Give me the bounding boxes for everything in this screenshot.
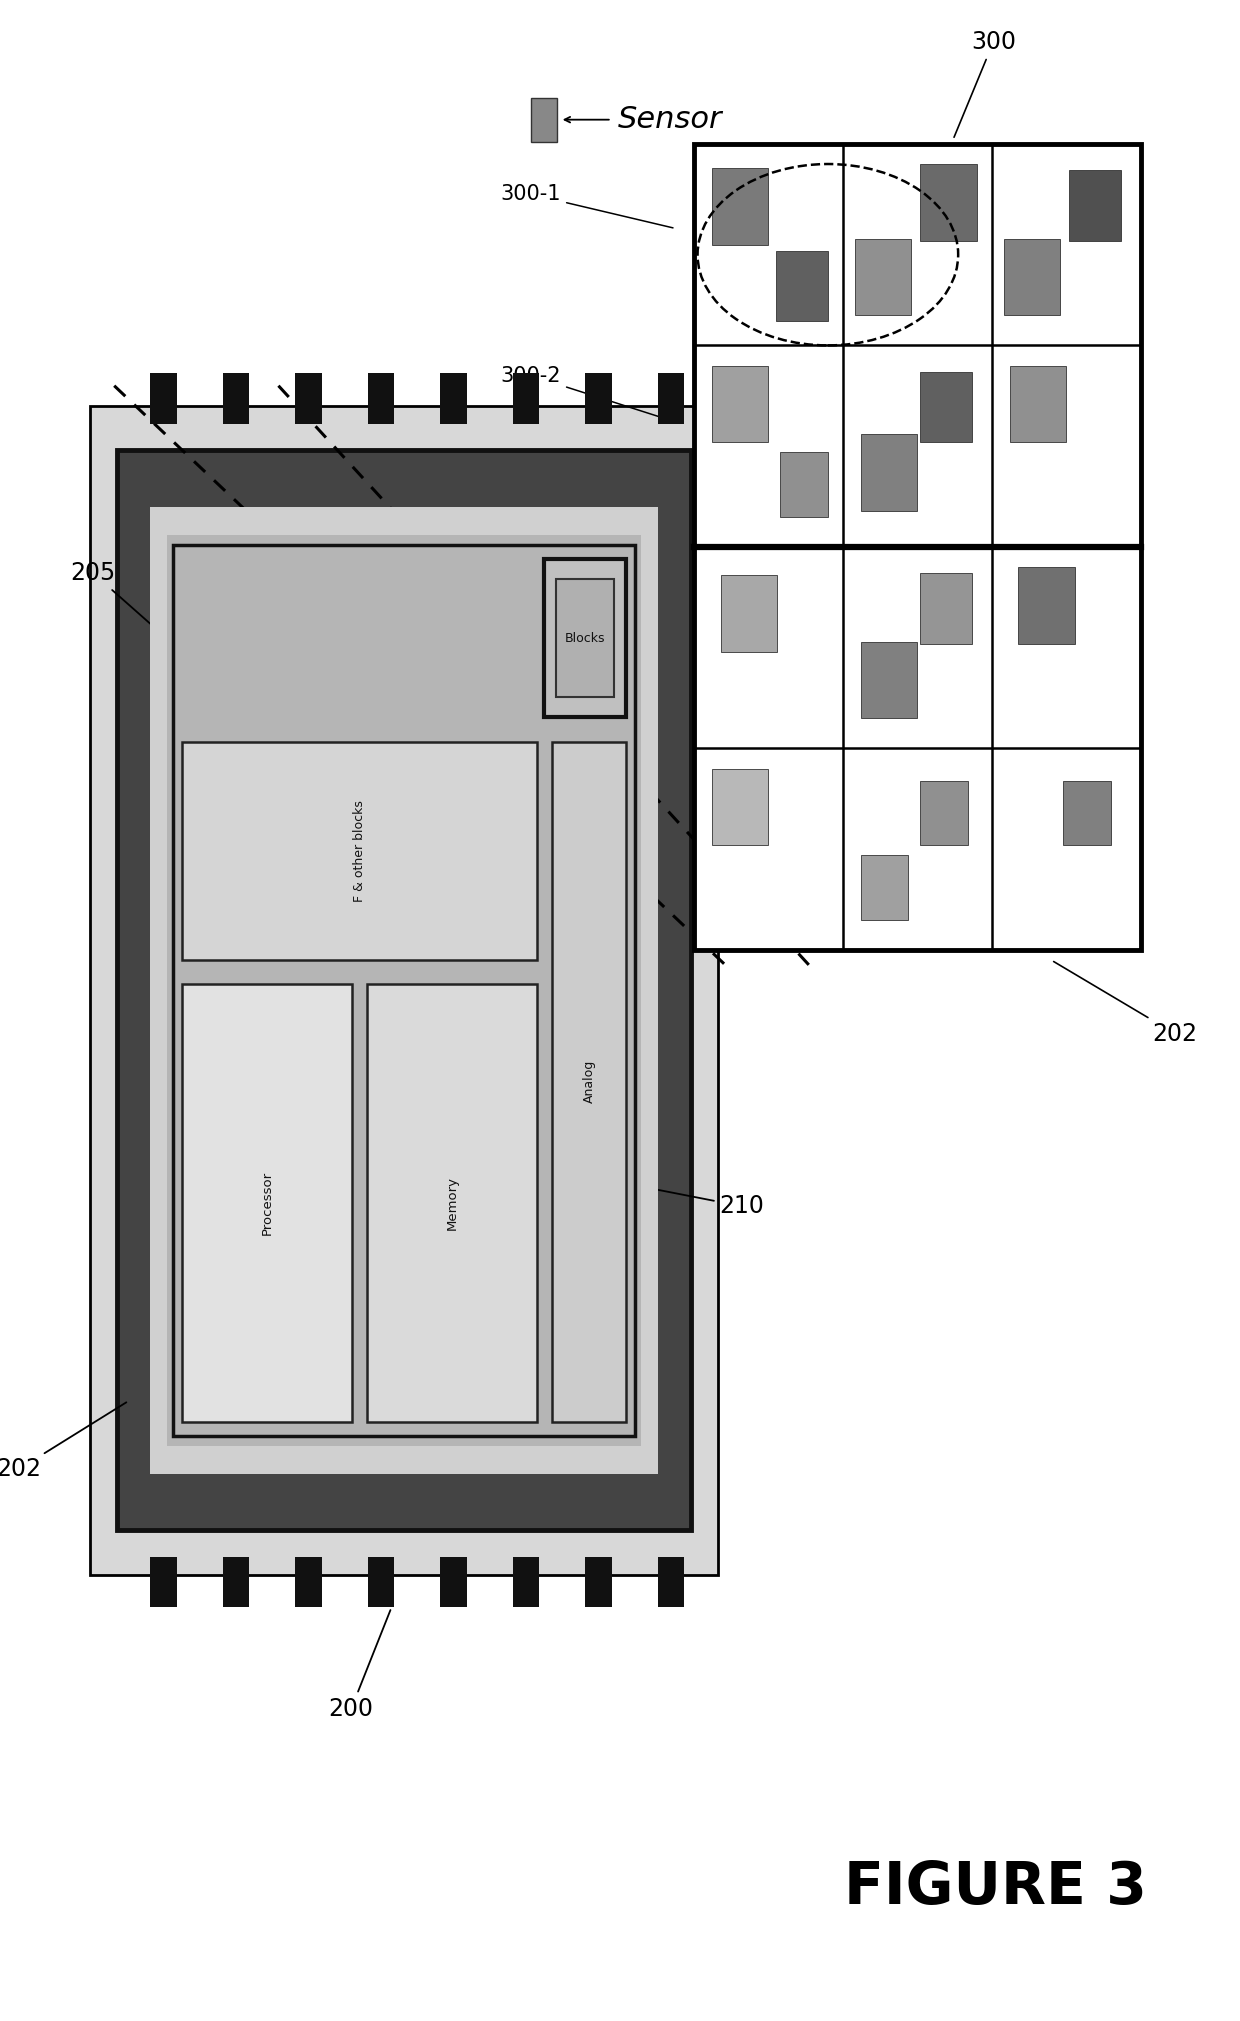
Bar — [182, 742, 537, 960]
Bar — [223, 1556, 249, 1607]
Text: Processor: Processor — [260, 1170, 274, 1235]
Bar — [295, 374, 322, 424]
Text: 200: 200 — [329, 1611, 391, 1722]
Bar — [585, 374, 611, 424]
Bar — [512, 1556, 539, 1607]
Bar — [1009, 366, 1066, 443]
Bar — [861, 643, 918, 717]
Bar — [1063, 780, 1111, 845]
Bar — [920, 574, 972, 645]
Bar — [182, 984, 352, 1421]
Bar — [552, 742, 626, 1421]
Bar — [776, 251, 828, 321]
Bar — [657, 374, 684, 424]
Bar — [544, 560, 626, 717]
Bar — [720, 576, 777, 651]
Bar — [920, 780, 968, 845]
Text: F & other blocks: F & other blocks — [353, 800, 366, 901]
Bar — [920, 164, 977, 240]
Bar — [780, 453, 828, 517]
Bar — [1018, 568, 1075, 645]
Text: Memory: Memory — [445, 1176, 459, 1231]
Bar — [512, 374, 539, 424]
Text: 300-2: 300-2 — [501, 366, 673, 420]
Text: FIGURE 3: FIGURE 3 — [844, 1859, 1147, 1916]
Bar — [531, 97, 557, 141]
Bar — [367, 984, 537, 1421]
Bar — [223, 374, 249, 424]
Bar — [150, 1556, 177, 1607]
Text: 220: 220 — [727, 604, 872, 697]
Bar — [920, 372, 972, 443]
Text: 202: 202 — [1054, 962, 1198, 1045]
Bar — [712, 768, 769, 845]
Bar — [91, 406, 718, 1574]
Bar — [585, 1556, 611, 1607]
Bar — [712, 366, 769, 443]
Bar — [117, 451, 692, 1530]
Bar — [440, 1556, 466, 1607]
Text: 300: 300 — [954, 30, 1016, 137]
Bar — [150, 507, 657, 1473]
Bar — [657, 1556, 684, 1607]
Text: Analog: Analog — [583, 1059, 595, 1103]
Text: 205: 205 — [71, 562, 171, 643]
Text: Sensor: Sensor — [618, 105, 722, 133]
Bar — [854, 238, 911, 315]
Bar — [861, 435, 918, 511]
Text: 210: 210 — [644, 1186, 764, 1219]
Bar — [167, 536, 641, 1445]
Bar — [1003, 238, 1060, 315]
Bar — [1069, 170, 1121, 240]
Text: 202: 202 — [0, 1403, 126, 1481]
Bar — [174, 544, 635, 1437]
Bar — [368, 1556, 394, 1607]
Bar — [440, 374, 466, 424]
Bar — [712, 168, 769, 245]
Text: 300-1: 300-1 — [501, 184, 673, 228]
Bar — [694, 143, 1141, 950]
Bar — [150, 374, 177, 424]
Bar — [861, 855, 908, 920]
Bar — [295, 1556, 322, 1607]
Text: Blocks: Blocks — [565, 633, 605, 645]
Bar — [557, 580, 614, 697]
Bar — [368, 374, 394, 424]
